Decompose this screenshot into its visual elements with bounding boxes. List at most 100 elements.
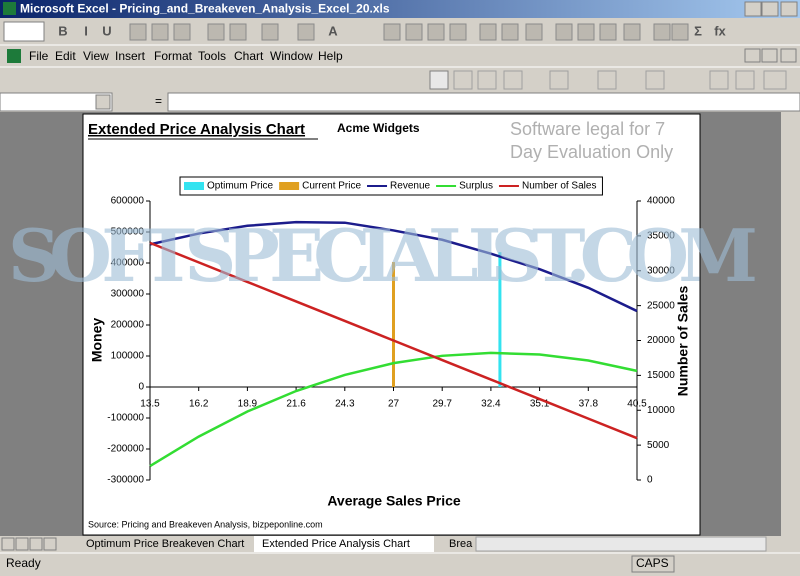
y2-tick-label: 10000 xyxy=(647,405,675,416)
doc-buttons[interactable] xyxy=(744,48,797,63)
formula-input[interactable] xyxy=(167,92,800,112)
chart-tool[interactable] xyxy=(709,70,729,90)
toolbar-icon[interactable] xyxy=(229,23,247,41)
toolbar-icon[interactable] xyxy=(129,23,147,41)
y2-tick-label: 15000 xyxy=(647,370,675,381)
vertical-scrollbar[interactable] xyxy=(781,112,800,536)
menu-item[interactable]: Chart xyxy=(234,49,264,63)
series-line xyxy=(149,241,638,440)
sheet-tab[interactable]: Extended Price Analysis Chart xyxy=(262,538,410,550)
sheet-tab[interactable]: Optimum Price Breakeven Chart xyxy=(86,538,244,550)
toolbar-icon[interactable] xyxy=(383,23,401,41)
menu-item[interactable]: Tools xyxy=(198,49,226,63)
toolbar-button[interactable]: I xyxy=(84,23,88,38)
caps-panel xyxy=(631,555,675,573)
toolbar-icon[interactable] xyxy=(555,23,573,41)
toolbar-icon[interactable] xyxy=(653,23,671,41)
doc-minimize[interactable] xyxy=(744,48,761,63)
doc-restore[interactable] xyxy=(761,48,778,63)
chart-tool[interactable] xyxy=(763,70,787,90)
annotation: Day Evaluation Only xyxy=(510,142,673,162)
font-size-box[interactable] xyxy=(3,21,45,42)
menu-item[interactable]: File xyxy=(29,49,49,63)
y-tick-label: 200000 xyxy=(111,320,145,331)
toolbar-icon[interactable] xyxy=(577,23,595,41)
active-tab[interactable] xyxy=(254,536,434,552)
menu-item[interactable]: Window xyxy=(270,49,313,63)
y2-tick-label: 35000 xyxy=(647,231,675,242)
legend-label: Revenue xyxy=(390,181,430,192)
close-button[interactable] xyxy=(780,1,798,17)
toolbar-icon[interactable] xyxy=(449,23,467,41)
toolbar-icon[interactable] xyxy=(427,23,445,41)
formula-symbol: = xyxy=(155,94,162,108)
tab-nav[interactable] xyxy=(1,537,57,551)
annotation: Software legal for 7 xyxy=(510,119,665,139)
toolbar-button[interactable]: B xyxy=(58,23,67,38)
x-tick-label: 21.6 xyxy=(286,399,306,410)
tab-first[interactable] xyxy=(1,537,15,551)
window-title: Microsoft Excel - Pricing_and_Breakeven_… xyxy=(20,2,390,16)
maximize-button[interactable] xyxy=(761,1,779,17)
y-axis-label: Money xyxy=(89,318,105,363)
y-tick-label: 300000 xyxy=(111,289,145,300)
y2-tick-label: 5000 xyxy=(647,440,670,451)
chart-tool[interactable] xyxy=(549,70,569,90)
menu-item[interactable]: View xyxy=(83,49,109,63)
chart-tool[interactable] xyxy=(645,70,665,90)
toolbar-button[interactable]: U xyxy=(102,23,111,38)
toolbar-icon[interactable] xyxy=(671,23,689,41)
chart-tool[interactable] xyxy=(429,70,449,90)
toolbar-icon[interactable] xyxy=(405,23,423,41)
y-tick-label: 100000 xyxy=(111,351,145,362)
legend-swatch xyxy=(279,182,300,190)
minimize-button[interactable] xyxy=(744,1,762,17)
series-line xyxy=(149,351,638,468)
toolbar-icon[interactable] xyxy=(261,23,279,41)
doc-close[interactable] xyxy=(780,48,797,63)
legend-label: Optimum Price xyxy=(207,181,274,192)
source: Source: Pricing and Breakeven Analysis, … xyxy=(88,519,323,529)
horizontal-scrollbar[interactable] xyxy=(475,536,767,552)
chart-title: Extended Price Analysis Chart xyxy=(88,121,305,138)
title-bar xyxy=(0,0,800,18)
menu-item[interactable]: Help xyxy=(318,49,343,63)
chart-tool[interactable] xyxy=(453,70,473,90)
chart-tool[interactable] xyxy=(735,70,755,90)
toolbar-icon[interactable] xyxy=(623,23,641,41)
plot: -300000-200000-1000000100000200000300000… xyxy=(107,176,675,486)
menu-item[interactable]: Edit xyxy=(55,49,76,63)
tab-next[interactable] xyxy=(29,537,43,551)
series-line xyxy=(149,220,638,313)
toolbar-icon[interactable] xyxy=(207,23,225,41)
toolbar-icon[interactable] xyxy=(297,23,315,41)
tab-last[interactable] xyxy=(43,537,57,551)
name-box-dropdown[interactable] xyxy=(95,94,111,110)
toolbar-icon[interactable] xyxy=(173,23,191,41)
menu-item[interactable]: Format xyxy=(154,49,193,63)
toolbar-icon[interactable] xyxy=(525,23,543,41)
sheet-tab[interactable]: Brea xyxy=(449,538,473,550)
y2-tick-label: 40000 xyxy=(647,196,675,207)
toolbar-icon[interactable] xyxy=(479,23,497,41)
caps-indicator: CAPS xyxy=(636,556,669,570)
toolbar-button[interactable]: fx xyxy=(714,23,726,38)
chart-toolbar xyxy=(429,70,787,90)
toolbar-button[interactable]: Σ xyxy=(694,23,702,38)
toolbar-icon[interactable] xyxy=(151,23,169,41)
menu-item[interactable]: Insert xyxy=(115,49,146,63)
legend-label: Number of Sales xyxy=(522,181,596,192)
toolbar-icon[interactable] xyxy=(501,23,519,41)
chart-tool[interactable] xyxy=(503,70,523,90)
price-marker xyxy=(392,262,395,387)
y2-axis-label: Number of Sales xyxy=(675,286,691,397)
tab-prev[interactable] xyxy=(15,537,29,551)
name-box[interactable] xyxy=(0,92,113,112)
chart-tool[interactable] xyxy=(597,70,617,90)
toolbar-icon[interactable] xyxy=(599,23,617,41)
chart-tool[interactable] xyxy=(477,70,497,90)
x-tick-label: 40.5 xyxy=(627,399,647,410)
window-buttons[interactable] xyxy=(744,1,798,17)
toolbar-button[interactable]: A xyxy=(328,23,338,38)
